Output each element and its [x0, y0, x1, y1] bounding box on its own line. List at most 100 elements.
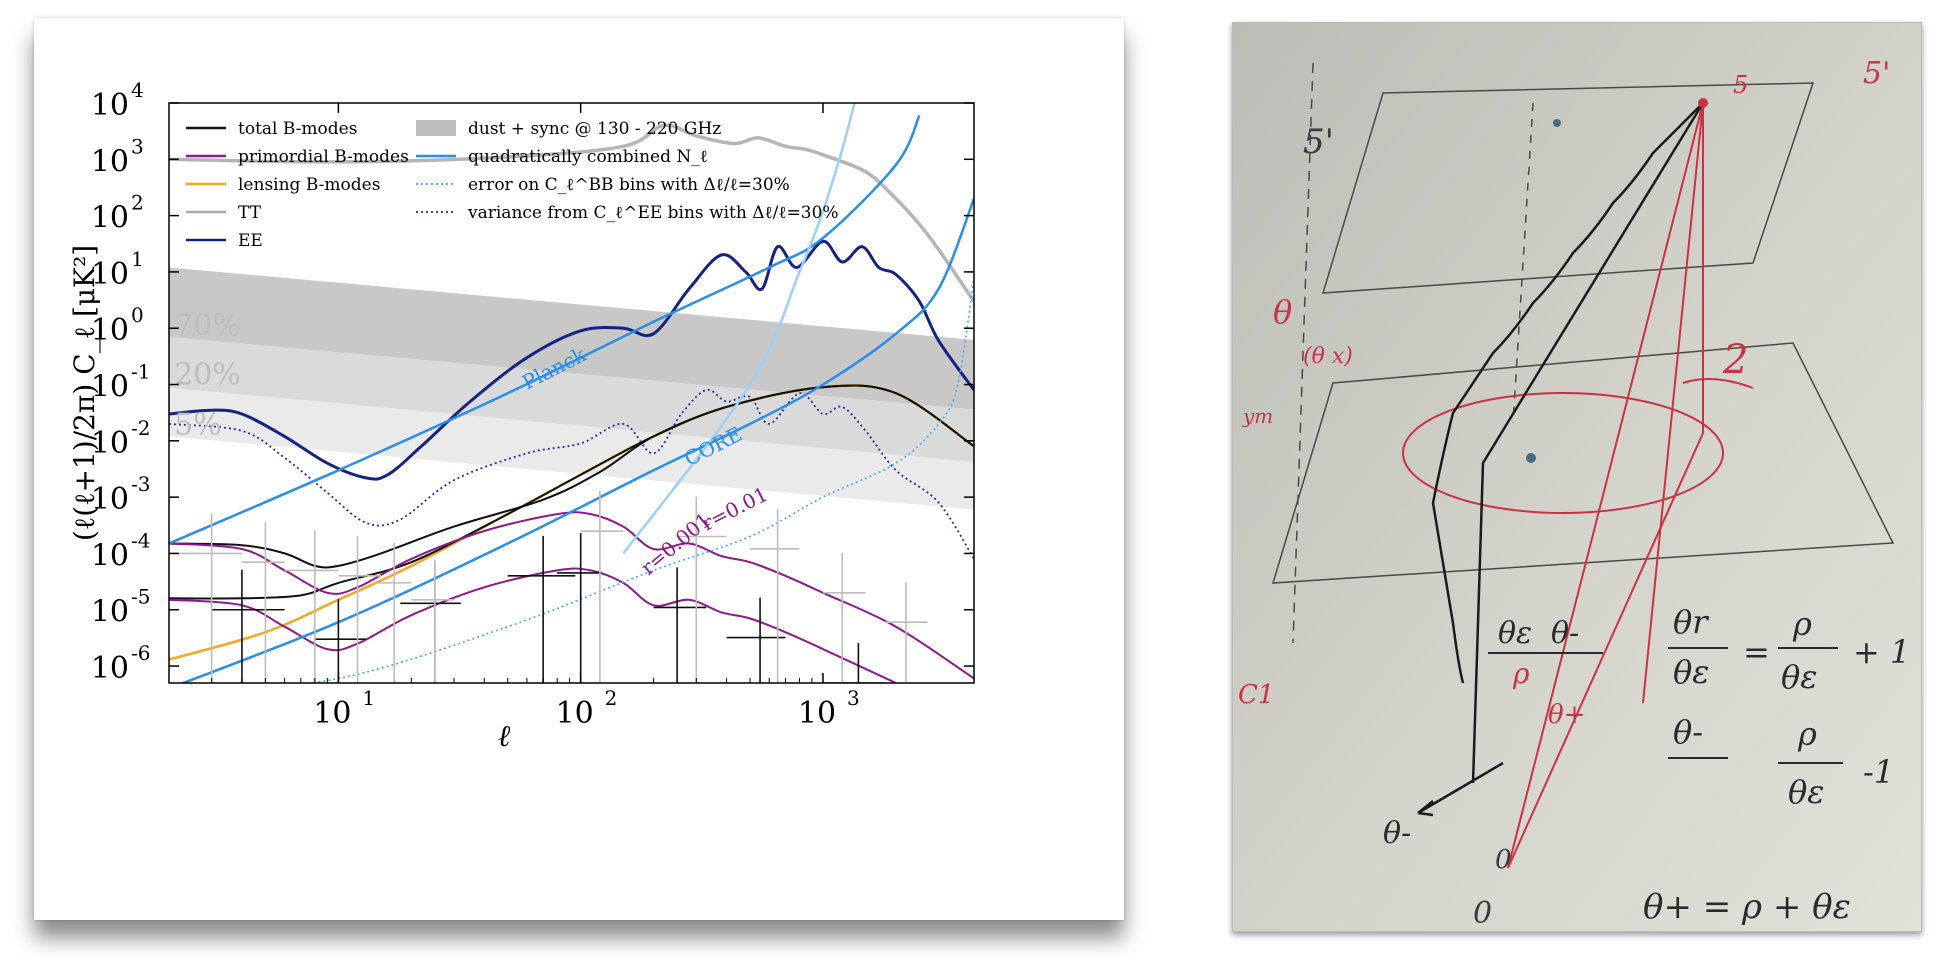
y-tick-exp-1: 3 — [131, 134, 144, 158]
y-tick-exp-2: 2 — [131, 191, 144, 215]
y-tick-exp-6: -2 — [131, 416, 150, 440]
legend-label: dust + sync @ 130 - 220 GHz — [468, 119, 721, 139]
series-layer — [169, 103, 974, 683]
dust-band-5pct — [169, 387, 974, 510]
errorbar-1-9 — [822, 552, 866, 683]
y-tick-label-4: 10 — [91, 313, 129, 348]
y-tick-exp-10: -6 — [131, 641, 150, 665]
label-theta-left: θ — [1273, 293, 1292, 331]
y-tick-label-6: 10 — [91, 426, 129, 461]
theta-minus-arrow — [1417, 761, 1504, 817]
y-tick-exp-7: -3 — [131, 472, 150, 496]
label-theta-minus-arrow: θ- — [1383, 816, 1411, 851]
series-noise_planck — [169, 114, 921, 545]
eq2-rho: ρ — [1797, 715, 1817, 753]
legend-item-0: total B-modes — [186, 119, 357, 139]
y-tick-label-0: 10 — [91, 88, 129, 123]
legend-item-6: quadratically combined N_ℓ — [416, 147, 708, 167]
legend-item-2: lensing B-modes — [186, 175, 380, 195]
point-mid — [1526, 453, 1536, 463]
plot-frame — [168, 102, 975, 684]
chart-panel: Planck CORE r=0.01 r=0.001 70% 20% 5% 10 1 10 2 10… — [34, 18, 1124, 920]
series-prim_r001 — [169, 511, 974, 680]
series-error_r0001 — [306, 277, 974, 683]
x-tick-exp-2: 3 — [847, 686, 860, 710]
errorbar-1-10 — [884, 582, 928, 683]
black-line — [1471, 102, 1705, 784]
errorbar-1-5 — [411, 559, 454, 683]
legend-item-5: dust + sync @ 130 - 220 GHz — [416, 119, 721, 139]
dashed-guide-2 — [1512, 102, 1534, 424]
legend: total B-modes primordial B-modes lensing B… — [186, 119, 839, 251]
axes-ticks: 10 1 10 2 10 310 410 310 210 110 010 -110 -210 -310 -4… — [91, 78, 974, 731]
red-ellipse — [1402, 392, 1724, 514]
y-tick-exp-8: -4 — [131, 528, 150, 552]
dashed-guide — [1292, 62, 1314, 644]
errorbar-1-4 — [373, 542, 412, 683]
whiteboard-background — [1233, 23, 1921, 931]
legend-label: EE — [238, 231, 263, 251]
label-2: 2 — [1722, 337, 1748, 383]
upper-plane — [1321, 82, 1815, 294]
lower-plane — [1271, 342, 1895, 584]
whiteboard-sketch: 5' 5 5' θ (θ x) 2 θε θ- ρ θ+ 0 ym C1 θr … — [1233, 23, 1921, 931]
dust-bands — [169, 267, 974, 510]
dust-band-20pct — [169, 336, 974, 462]
wavy-line — [1431, 102, 1704, 684]
eq1-equals: = — [1743, 633, 1770, 671]
errorbar-0-0 — [211, 569, 285, 683]
label-5prime-left: 5' — [1303, 122, 1334, 162]
legend-item-3: TT — [186, 203, 262, 223]
label-theta-x: (θ x) — [1303, 344, 1353, 369]
x-tick-label-2: 10 — [798, 696, 836, 731]
y-tick-exp-5: -1 — [131, 360, 150, 384]
x-tick-label-1: 10 — [556, 696, 594, 731]
errorbar-1-6 — [580, 491, 624, 683]
errorbar-0-4 — [557, 532, 600, 683]
point-top — [1698, 98, 1708, 108]
eq1-theta-r: θr — [1673, 603, 1709, 641]
point-upper — [1553, 119, 1561, 127]
red-arc — [1682, 378, 1754, 389]
y-tick-label-1: 10 — [91, 144, 129, 179]
legend-label: variance from C_ℓ^EE bins with Δℓ/ℓ=30% — [467, 203, 839, 223]
y-tick-exp-3: 1 — [131, 247, 144, 271]
legend-label: error on C_ℓ^BB bins with Δℓ/ℓ=30% — [468, 175, 790, 195]
y-tick-label-9: 10 — [91, 595, 129, 630]
y-axis-label: (ℓ(ℓ+1)/2π) C_ℓ [μK²] — [68, 245, 101, 541]
errorbar-1-2 — [284, 530, 339, 683]
y-tick-exp-0: 4 — [131, 78, 144, 102]
legend-item-4: EE — [186, 231, 263, 251]
eq1-theta-e-den: θε — [1781, 658, 1817, 696]
legend-label: TT — [238, 203, 262, 223]
y-tick-label-5: 10 — [91, 370, 129, 405]
legend-item-8: variance from C_ℓ^EE bins with Δℓ/ℓ=30% — [416, 203, 839, 223]
y-tick-label-7: 10 — [91, 482, 129, 517]
errorbar-1-7 — [677, 496, 727, 683]
dust-band-70pct — [169, 267, 974, 410]
y-tick-label-3: 10 — [91, 257, 129, 292]
x-tick-exp-1: 2 — [605, 686, 618, 710]
label-ym: ym — [1242, 404, 1273, 428]
eq2-theta-minus: θ- — [1673, 713, 1703, 751]
errorbar-0-5 — [653, 567, 707, 683]
y-tick-label-10: 10 — [91, 651, 129, 686]
legend-label: lensing B-modes — [238, 175, 380, 195]
errorbar-1-8 — [750, 508, 800, 683]
label-5-top: 5 — [1733, 71, 1748, 99]
annotation-6: 5% — [174, 407, 222, 442]
series-total_r0001 — [169, 384, 974, 600]
legend-item-7: error on C_ℓ^BB bins with Δℓ/ℓ=30% — [416, 175, 790, 195]
errorbar-0-3 — [507, 535, 576, 683]
y-tick-label-8: 10 — [91, 538, 129, 573]
label-theta-minus-top: θ- — [1551, 616, 1579, 651]
whiteboard-photo: 5' 5 5' θ (θ x) 2 θε θ- ρ θ+ 0 ym C1 θr … — [1232, 22, 1922, 932]
x-tick-label-0: 10 — [313, 696, 351, 731]
red-cone-left — [1507, 102, 1704, 869]
label-theta-e: θε — [1498, 616, 1532, 651]
y-tick-exp-9: -5 — [131, 585, 150, 609]
errorbar-0-6 — [726, 597, 786, 683]
label-theta-plus-red: θ+ — [1548, 700, 1585, 730]
eq3: θ+ = ρ + θε — [1643, 887, 1851, 927]
